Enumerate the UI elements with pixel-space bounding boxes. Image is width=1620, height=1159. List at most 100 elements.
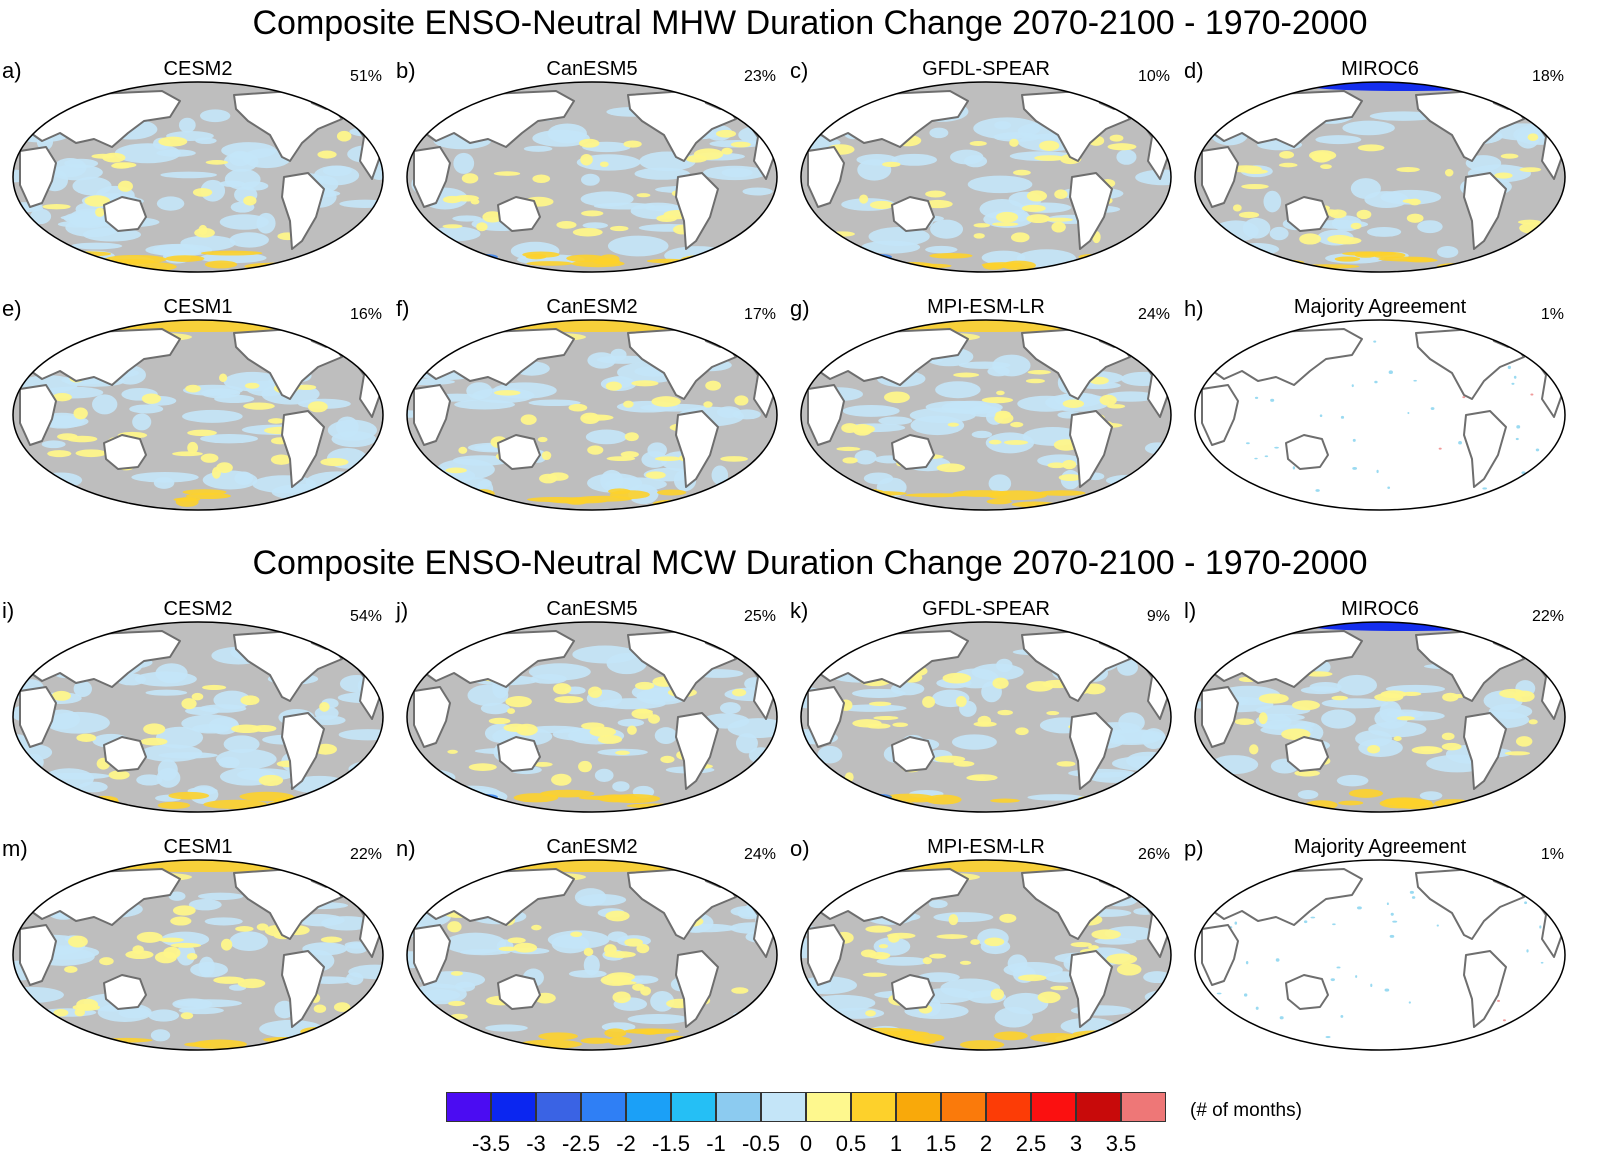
world-map bbox=[1194, 621, 1566, 813]
colorbar-swatch bbox=[761, 1092, 806, 1122]
colorbar-tick-label: -0.5 bbox=[742, 1131, 780, 1156]
world-map bbox=[1194, 859, 1566, 1051]
world-map bbox=[406, 621, 778, 813]
panel-label: f) bbox=[396, 296, 410, 321]
panel-percentage: 26% bbox=[1137, 846, 1170, 863]
panel-percentage: 24% bbox=[1137, 306, 1170, 323]
world-map bbox=[12, 621, 384, 813]
world-map bbox=[800, 859, 1172, 1051]
colorbar-tick-label: 0 bbox=[799, 1131, 813, 1156]
panel-percentage: 22% bbox=[1531, 608, 1564, 625]
panel-model-name: MPI-ESM-LR bbox=[927, 836, 1045, 858]
panel-model-name: MIROC6 bbox=[1341, 58, 1419, 80]
panel-model-name: GFDL-SPEAR bbox=[922, 58, 1050, 80]
world-map bbox=[406, 859, 778, 1051]
map-panel: i) CESM2 54% bbox=[2, 598, 394, 838]
colorbar-swatch bbox=[716, 1092, 761, 1122]
panel-label: n) bbox=[396, 836, 416, 861]
map-panel: k) GFDL-SPEAR 9% bbox=[790, 598, 1182, 838]
colorbar-swatch bbox=[806, 1092, 851, 1122]
world-map bbox=[1194, 81, 1566, 273]
panel-label: c) bbox=[790, 58, 809, 83]
colorbar-tick-label: 0.5 bbox=[835, 1131, 867, 1156]
panel-label: d) bbox=[1184, 58, 1204, 83]
colorbar-tick-label: 2.5 bbox=[1015, 1131, 1047, 1156]
colorbar-tick-label: -1.5 bbox=[652, 1131, 690, 1156]
panel-model-name: CESM2 bbox=[163, 598, 233, 620]
panel-label: k) bbox=[790, 598, 809, 623]
panel-model-name: GFDL-SPEAR bbox=[922, 598, 1050, 620]
colorbar-swatch bbox=[1031, 1092, 1076, 1122]
panel-percentage: 10% bbox=[1137, 68, 1170, 85]
panel-model-name: CESM1 bbox=[163, 836, 233, 858]
panel-model-name: CanESM5 bbox=[546, 58, 638, 80]
world-map bbox=[12, 81, 384, 273]
panel-percentage: 25% bbox=[743, 608, 776, 625]
panel-label: b) bbox=[396, 58, 416, 83]
world-map bbox=[406, 81, 778, 273]
map-panel: m) CESM1 22% bbox=[2, 836, 394, 1076]
colorbar-swatch bbox=[896, 1092, 941, 1122]
colorbar-tick-label: 3.5 bbox=[1105, 1131, 1137, 1156]
world-map bbox=[1194, 319, 1566, 511]
panel-model-name: CanESM5 bbox=[546, 598, 638, 620]
map-panel: f) CanESM2 17% bbox=[396, 296, 788, 536]
colorbar-tick-label: -2.5 bbox=[562, 1131, 600, 1156]
panel-label: g) bbox=[790, 296, 810, 321]
colorbar-tick-label: -1 bbox=[706, 1131, 726, 1156]
world-map bbox=[12, 859, 384, 1051]
world-map bbox=[800, 81, 1172, 273]
section-title: Composite ENSO-Neutral MCW Duration Chan… bbox=[252, 544, 1368, 582]
colorbar-swatch bbox=[536, 1092, 581, 1122]
panel-model-name: Majority Agreement bbox=[1293, 836, 1467, 858]
panel-label: e) bbox=[2, 296, 22, 321]
panel-model-name: MIROC6 bbox=[1341, 598, 1419, 620]
panel-percentage: 23% bbox=[743, 68, 776, 85]
panel-label: p) bbox=[1184, 836, 1204, 861]
panel-label: i) bbox=[2, 598, 15, 623]
colorbar-swatch bbox=[1076, 1092, 1121, 1122]
world-map bbox=[800, 319, 1172, 511]
colorbar-swatch bbox=[671, 1092, 716, 1122]
panel-percentage: 16% bbox=[349, 306, 382, 323]
panel-model-name: CESM2 bbox=[163, 58, 233, 80]
panel-percentage: 24% bbox=[743, 846, 776, 863]
panel-percentage: 18% bbox=[1531, 68, 1564, 85]
map-panel: n) CanESM2 24% bbox=[396, 836, 788, 1076]
map-panel: b) CanESM5 23% bbox=[396, 58, 788, 298]
map-panel: d) MIROC6 18% bbox=[1184, 58, 1576, 298]
panel-percentage: 9% bbox=[1146, 608, 1170, 625]
colorbar-swatch bbox=[581, 1092, 626, 1122]
colorbar-swatch bbox=[446, 1092, 491, 1122]
colorbar-swatch bbox=[491, 1092, 536, 1122]
map-panel: g) MPI-ESM-LR 24% bbox=[790, 296, 1182, 536]
map-panel: l) MIROC6 22% bbox=[1184, 598, 1576, 838]
section-title: Composite ENSO-Neutral MHW Duration Chan… bbox=[252, 4, 1368, 42]
colorbar-swatch bbox=[986, 1092, 1031, 1122]
panel-label: a) bbox=[2, 58, 22, 83]
panel-model-name: Majority Agreement bbox=[1293, 296, 1467, 318]
world-map bbox=[12, 319, 384, 511]
colorbar-unit-label: (# of months) bbox=[1190, 1100, 1302, 1121]
colorbar-swatch bbox=[941, 1092, 986, 1122]
map-panel: e) CESM1 16% bbox=[2, 296, 394, 536]
colorbar-tick-label: -3 bbox=[526, 1131, 546, 1156]
panel-percentage: 22% bbox=[349, 846, 382, 863]
panel-percentage: 51% bbox=[349, 68, 382, 85]
map-panel: h) Majority Agreement 1% bbox=[1184, 296, 1576, 536]
colorbar-swatch bbox=[1121, 1092, 1166, 1122]
colorbar-tick-label: 2 bbox=[979, 1131, 993, 1156]
colorbar-tick-label: 3 bbox=[1069, 1131, 1083, 1156]
panel-percentage: 1% bbox=[1540, 846, 1564, 863]
map-panel: c) GFDL-SPEAR 10% bbox=[790, 58, 1182, 298]
panel-model-name: CanESM2 bbox=[546, 836, 638, 858]
panel-model-name: CanESM2 bbox=[546, 296, 638, 318]
panel-label: l) bbox=[1184, 598, 1197, 623]
panel-model-name: CESM1 bbox=[163, 296, 233, 318]
colorbar-tick-label: 1.5 bbox=[925, 1131, 957, 1156]
panel-label: j) bbox=[396, 598, 409, 623]
panel-percentage: 54% bbox=[349, 608, 382, 625]
colorbar-swatch bbox=[851, 1092, 896, 1122]
colorbar-tick-label: -2 bbox=[616, 1131, 636, 1156]
panel-label: m) bbox=[2, 836, 28, 861]
